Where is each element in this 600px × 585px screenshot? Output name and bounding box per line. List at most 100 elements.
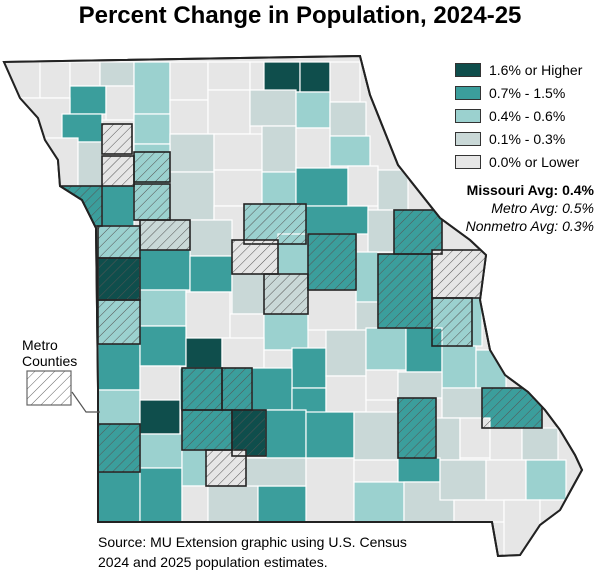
county bbox=[189, 255, 233, 293]
county bbox=[69, 85, 107, 115]
county bbox=[169, 61, 209, 101]
missouri-average: Missouri Avg: 0.4% bbox=[466, 182, 594, 198]
county bbox=[249, 89, 297, 127]
legend-label: 0.7% - 1.5% bbox=[489, 84, 566, 101]
county bbox=[133, 113, 171, 145]
county bbox=[435, 417, 461, 461]
county bbox=[181, 449, 207, 487]
source-note: Source: MU Extension graphic using U.S. … bbox=[98, 534, 407, 570]
legend-label: 0.0% or Lower bbox=[489, 153, 580, 170]
county bbox=[503, 499, 541, 556]
nonmetro-average: Nonmetro Avg: 0.3% bbox=[465, 218, 594, 234]
county bbox=[299, 61, 331, 93]
county bbox=[245, 457, 307, 487]
county bbox=[139, 289, 187, 327]
metro-county bbox=[481, 387, 543, 429]
legend-item: 0.1% - 0.3% bbox=[455, 127, 600, 150]
county bbox=[181, 485, 209, 523]
county bbox=[439, 459, 487, 501]
metro-county bbox=[97, 257, 141, 301]
county bbox=[353, 411, 399, 461]
legend-swatch bbox=[455, 108, 481, 123]
metro-county bbox=[59, 185, 103, 227]
county bbox=[489, 427, 523, 461]
county bbox=[39, 61, 71, 99]
county bbox=[261, 171, 297, 207]
legend-label: 0.1% - 0.3% bbox=[489, 130, 566, 147]
county bbox=[139, 325, 187, 367]
metro-county bbox=[181, 409, 233, 451]
county bbox=[367, 209, 395, 253]
county bbox=[97, 471, 141, 523]
county bbox=[185, 337, 223, 369]
county bbox=[249, 61, 265, 91]
county bbox=[207, 485, 259, 523]
county bbox=[377, 169, 409, 211]
county bbox=[261, 125, 297, 173]
legend-swatch bbox=[455, 154, 481, 169]
county bbox=[265, 409, 307, 459]
county bbox=[69, 61, 101, 87]
county bbox=[139, 467, 183, 523]
county bbox=[97, 389, 141, 425]
legend-item: 0.7% - 1.5% bbox=[455, 81, 600, 104]
legend-item: 0.0% or Lower bbox=[455, 150, 600, 173]
county bbox=[325, 329, 367, 377]
metro-counties-label: Metro Counties bbox=[22, 337, 78, 369]
county bbox=[263, 61, 301, 93]
legend-swatch bbox=[455, 62, 481, 77]
county bbox=[263, 313, 309, 351]
metro-county bbox=[263, 273, 309, 315]
county bbox=[231, 273, 265, 315]
metro-county bbox=[97, 423, 141, 473]
county bbox=[213, 169, 263, 207]
county bbox=[213, 133, 263, 171]
county bbox=[101, 185, 135, 227]
county bbox=[453, 499, 505, 523]
county bbox=[295, 167, 349, 207]
metro-leader-line bbox=[71, 391, 100, 413]
metro-county bbox=[243, 203, 307, 245]
metro-county bbox=[181, 367, 223, 411]
metro-county bbox=[101, 155, 135, 187]
legend-swatch bbox=[455, 85, 481, 100]
county bbox=[329, 61, 361, 103]
county bbox=[133, 61, 171, 115]
county bbox=[97, 343, 141, 391]
county bbox=[139, 249, 191, 291]
metro-county bbox=[231, 409, 267, 457]
legend-label: 1.6% or Higher bbox=[489, 61, 583, 78]
county bbox=[353, 481, 405, 523]
county bbox=[99, 61, 135, 87]
county bbox=[307, 289, 357, 331]
county bbox=[325, 375, 367, 413]
county bbox=[169, 133, 215, 173]
county bbox=[105, 85, 135, 121]
legend: 1.6% or Higher 0.7% - 1.5% 0.4% - 0.6% 0… bbox=[455, 58, 600, 173]
county bbox=[485, 459, 527, 501]
metro-county bbox=[431, 249, 489, 299]
metro-county bbox=[377, 253, 433, 329]
averages-block: Missouri Avg: 0.4% Metro Avg: 0.5% Nonme… bbox=[466, 181, 594, 235]
metro-county bbox=[393, 209, 443, 255]
county bbox=[441, 387, 483, 419]
metro-county bbox=[101, 123, 133, 155]
metro-county bbox=[431, 297, 473, 347]
county bbox=[139, 433, 183, 469]
county bbox=[295, 91, 331, 129]
county bbox=[329, 135, 371, 167]
county bbox=[305, 411, 355, 459]
county bbox=[365, 327, 407, 371]
county bbox=[365, 369, 399, 401]
metro-county bbox=[97, 299, 141, 345]
metro-county bbox=[231, 239, 279, 275]
metro-county bbox=[133, 151, 171, 183]
county bbox=[355, 251, 379, 303]
county bbox=[139, 399, 181, 435]
legend-label: 0.4% - 0.6% bbox=[489, 107, 566, 124]
county bbox=[4, 61, 41, 99]
county bbox=[397, 457, 441, 483]
county bbox=[329, 101, 367, 137]
map-title: Percent Change in Population, 2024-25 bbox=[78, 2, 522, 29]
